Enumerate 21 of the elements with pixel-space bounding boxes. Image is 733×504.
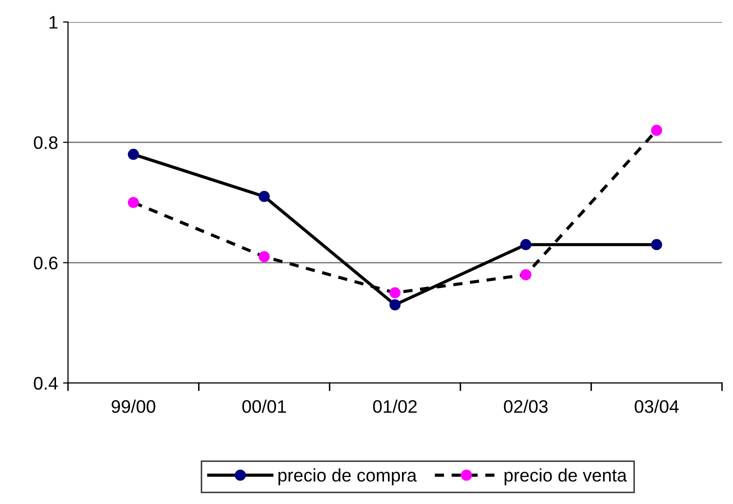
point: [651, 124, 662, 136]
point: [128, 196, 139, 208]
y-tick-label: 0.6: [34, 256, 58, 270]
point: [520, 239, 532, 250]
x-tick-label: 00/01: [242, 400, 286, 413]
legend-label: precio de venta: [504, 468, 627, 486]
point: [520, 269, 532, 280]
x-tick-label: 99/00: [112, 400, 156, 413]
point: [651, 239, 662, 250]
point: [389, 287, 401, 298]
point: [389, 299, 401, 310]
legend-label: precio de compra: [278, 468, 417, 486]
point: [128, 148, 139, 160]
x-tick-label: 01/02: [373, 400, 417, 413]
y-tick-label: 1: [50, 16, 58, 29]
x-tick-label: 03/04: [634, 400, 679, 413]
point: [258, 251, 270, 262]
point: [258, 190, 270, 202]
y-tick-label: 0.4: [34, 376, 58, 390]
x-tick-label: 02/03: [504, 400, 548, 413]
y-tick-label: 0.8: [34, 136, 58, 150]
